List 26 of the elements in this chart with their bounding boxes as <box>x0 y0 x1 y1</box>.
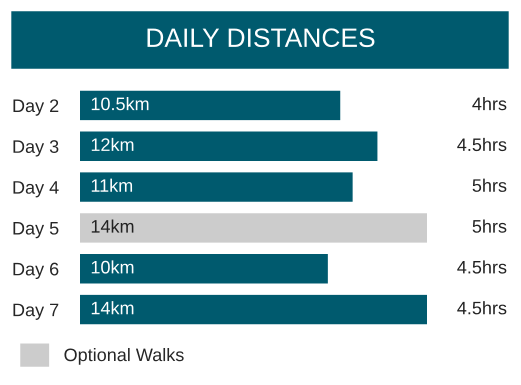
data-label: 12km <box>92 138 134 151</box>
text: 4.5hrs <box>457 301 506 314</box>
text: 5hrs <box>472 178 506 192</box>
data-label: 14km <box>92 301 134 314</box>
text: 4.5hrs <box>457 138 506 152</box>
data-label: 10.5km <box>92 97 148 110</box>
bar <box>80 132 378 161</box>
y-tick-label: Day 3 <box>13 140 58 157</box>
y-tick-label: Day 2 <box>13 99 58 116</box>
bar <box>80 172 353 202</box>
chart-title: DAILY DISTANCES <box>148 28 374 48</box>
y-tick-label: Day 5 <box>13 222 58 238</box>
bar <box>80 294 427 324</box>
bar <box>80 90 340 120</box>
y-tick-label: Day 7 <box>13 304 58 320</box>
data-label: 10km <box>92 260 134 274</box>
bar <box>80 213 427 243</box>
data-label: 14km <box>92 220 134 233</box>
y-tick-label: Day 6 <box>13 262 58 280</box>
data-label: 11km <box>92 178 132 192</box>
text: 5hrs <box>472 220 506 233</box>
legend-label: Optional Walks <box>64 348 184 365</box>
bar <box>80 254 328 284</box>
y-tick-label: Day 4 <box>13 181 59 198</box>
text: 4hrs <box>472 97 506 110</box>
text: 4.5hrs <box>457 260 506 274</box>
